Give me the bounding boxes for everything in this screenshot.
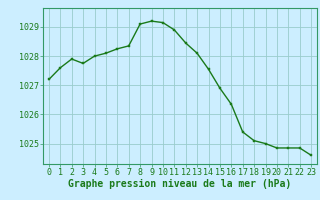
X-axis label: Graphe pression niveau de la mer (hPa): Graphe pression niveau de la mer (hPa): [68, 179, 292, 189]
